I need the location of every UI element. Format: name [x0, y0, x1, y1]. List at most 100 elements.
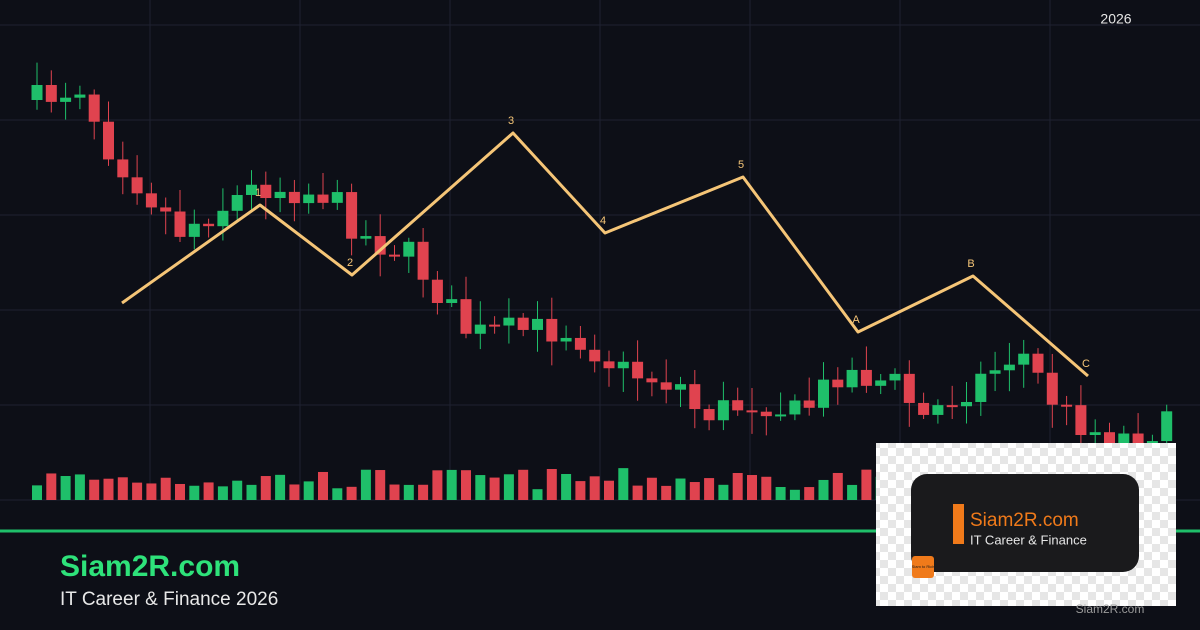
volume-bar: [475, 475, 486, 500]
candle-body: [760, 411, 772, 417]
logo-title: Siam2R.com: [970, 510, 1079, 531]
volume-bar: [546, 469, 557, 500]
grid: [0, 0, 1200, 501]
volume-bar: [117, 477, 128, 500]
candle-body: [417, 241, 429, 280]
volume-bar: [60, 476, 71, 500]
watermark: Siam2R.com: [1076, 602, 1145, 616]
candle-body: [789, 400, 801, 415]
volume-bar: [775, 487, 786, 500]
candle-body: [131, 177, 143, 194]
volume-bar: [318, 471, 328, 500]
candle-body: [1061, 404, 1073, 407]
volume-bar: [818, 479, 829, 500]
candle-body: [31, 85, 43, 100]
volume-bar: [604, 480, 614, 500]
candle-body: [1161, 411, 1173, 442]
volume-bar: [303, 481, 314, 500]
volume-bar: [761, 476, 772, 500]
candle-body: [717, 400, 729, 421]
candle-body: [903, 373, 915, 403]
wave-line: [121, 131, 1089, 378]
candle-body: [646, 378, 658, 383]
volume-bar: [360, 469, 371, 500]
candle-body: [346, 192, 358, 239]
volume-bar: [260, 476, 271, 500]
volume-bar: [747, 475, 757, 500]
candle-body: [989, 370, 1001, 374]
wave-label: 2: [347, 257, 353, 269]
candle-body: [532, 318, 543, 330]
candle-body: [374, 236, 386, 255]
candle-body: [231, 194, 243, 211]
volume-bar: [346, 486, 357, 500]
volume-bar: [74, 474, 85, 500]
candle-body: [203, 223, 215, 227]
candle-body: [160, 207, 172, 212]
candle-body: [389, 254, 400, 257]
candle-body: [431, 279, 443, 303]
candle-body: [846, 369, 858, 388]
candle-body: [317, 194, 329, 203]
candle-body: [103, 121, 114, 160]
candle-body: [503, 317, 515, 326]
volume-bar: [103, 478, 114, 500]
candle-body: [460, 299, 472, 334]
candle-body: [60, 97, 72, 102]
candle-body: [1003, 364, 1015, 371]
candle-body: [88, 94, 100, 122]
candle-body: [560, 337, 572, 342]
candle-body: [603, 361, 615, 369]
volume-bar: [646, 477, 657, 500]
volume-bar: [175, 483, 185, 500]
logo-card: Siam2R.com IT Career & Finance Siam to R…: [876, 443, 1176, 606]
candle-body: [446, 299, 458, 303]
candle-body: [246, 184, 257, 195]
candle-body: [174, 211, 186, 237]
candle-body: [660, 382, 672, 390]
logo-subtitle: IT Career & Finance: [970, 532, 1087, 547]
candle-body: [303, 194, 315, 204]
candle-body: [260, 184, 272, 199]
volume-bar: [503, 474, 514, 500]
volume-bar: [804, 487, 815, 500]
volume-bar: [618, 468, 629, 500]
volume-bar: [203, 482, 214, 500]
candle-body: [45, 85, 57, 102]
candle-body: [546, 318, 558, 342]
candle-body: [1032, 353, 1044, 373]
volume-bar: [160, 477, 171, 500]
candle-body: [1018, 353, 1030, 365]
wave-label: 3: [508, 115, 514, 127]
candle-body: [961, 401, 972, 407]
wave-label: 1: [255, 187, 261, 199]
candle-body: [946, 405, 958, 408]
candle-body: [818, 379, 829, 408]
candle-body: [918, 402, 930, 415]
volume-bar: [561, 473, 572, 500]
volume-bar: [532, 489, 543, 500]
candle-body: [360, 236, 372, 239]
wave-label: B: [967, 258, 974, 270]
candle-body: [274, 191, 286, 199]
candle-body: [331, 192, 343, 203]
volume-bar: [718, 484, 729, 500]
candle-body: [860, 369, 872, 386]
candle-body: [517, 317, 529, 330]
brand-subtitle: IT Career & Finance 2026: [60, 589, 278, 610]
candle-body: [288, 191, 300, 204]
wave-label: 4: [600, 215, 606, 227]
volume-bar: [489, 477, 500, 500]
year-label: 2026: [1100, 11, 1131, 27]
candle-body: [74, 94, 86, 98]
volume-bar: [332, 488, 343, 500]
candle-body: [403, 241, 415, 257]
candle-body: [145, 193, 157, 208]
logo-badge: [912, 556, 934, 578]
volume-bar: [46, 473, 57, 500]
logo-bar: [953, 504, 964, 544]
candle-body: [775, 414, 787, 417]
candle-body: [1089, 432, 1101, 436]
volume-bar: [389, 484, 400, 500]
